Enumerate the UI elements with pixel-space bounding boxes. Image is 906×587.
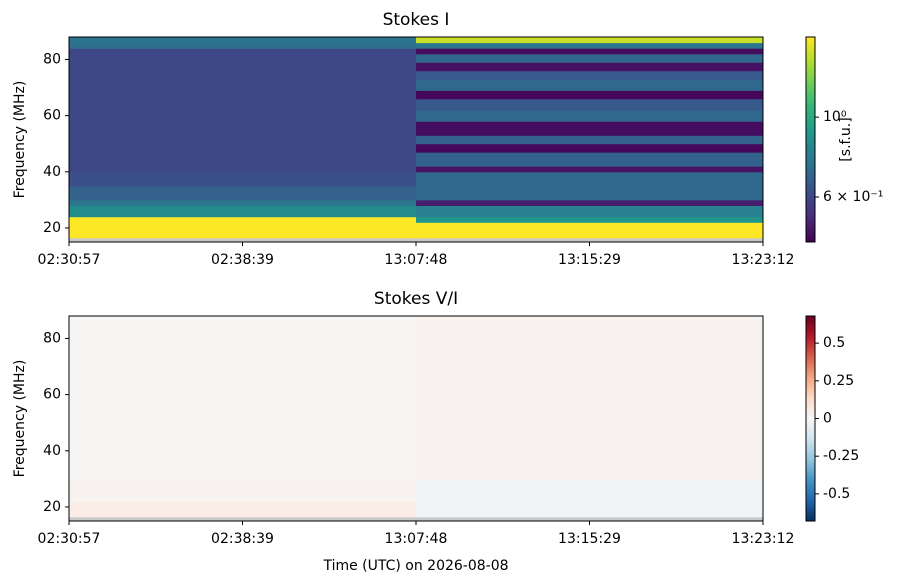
x-tick-label: 02:38:39 bbox=[211, 531, 274, 547]
heatmap-cell bbox=[69, 237, 417, 243]
heatmap-cell bbox=[69, 70, 417, 80]
heatmap-cell bbox=[69, 79, 417, 91]
heatmap-cell bbox=[69, 121, 417, 136]
heatmap-cell bbox=[69, 143, 417, 153]
heatmap-cell bbox=[69, 199, 417, 206]
colorbar-tick-label: -0.5 bbox=[823, 486, 850, 502]
x-tick-label: 13:23:12 bbox=[732, 252, 795, 268]
heatmap-cell bbox=[69, 135, 417, 145]
heatmap-cell bbox=[416, 135, 764, 145]
heatmap-cell bbox=[416, 53, 764, 63]
x-axis-label: Time (UTC) on 2026-08-08 bbox=[322, 558, 508, 574]
heatmap-cell bbox=[69, 501, 417, 518]
heatmap-cell bbox=[416, 516, 764, 522]
y-axis-label: Frequency (MHz) bbox=[12, 81, 28, 199]
colorbar bbox=[805, 315, 816, 522]
chart-title: Stokes V/I bbox=[374, 289, 458, 309]
heatmap-cell bbox=[69, 516, 417, 522]
heatmap-cell bbox=[69, 98, 417, 111]
heatmap-cell bbox=[69, 166, 417, 173]
heatmap-cell bbox=[416, 110, 764, 122]
heatmap-cell bbox=[416, 98, 764, 111]
heatmap-cell bbox=[69, 37, 417, 44]
heatmap-cell bbox=[416, 143, 764, 153]
heatmap-cell bbox=[416, 316, 764, 480]
colorbar-tick-label: 6 × 10⁻¹ bbox=[823, 189, 883, 205]
heatmap-cell bbox=[69, 171, 417, 187]
heatmap-cell bbox=[416, 79, 764, 91]
x-tick-label: 02:30:57 bbox=[38, 531, 101, 547]
y-tick-label: 60 bbox=[43, 108, 61, 124]
heatmap-cell bbox=[416, 185, 764, 201]
colorbar-tick-label: 10⁰ bbox=[823, 109, 847, 125]
heatmap-cell bbox=[69, 62, 417, 72]
colorbar bbox=[805, 36, 816, 243]
heatmap-cell bbox=[69, 48, 417, 55]
heatmap-cell bbox=[69, 90, 417, 100]
colorbar-tick-label: 0.5 bbox=[823, 335, 845, 351]
x-tick-label: 13:15:29 bbox=[558, 252, 621, 268]
heatmap-cell bbox=[69, 316, 417, 480]
heatmap-cell bbox=[69, 152, 417, 167]
heatmap-cell bbox=[416, 501, 764, 518]
heatmap-cell bbox=[416, 70, 764, 80]
y-tick-label: 60 bbox=[43, 387, 61, 403]
heatmap-cell bbox=[416, 237, 764, 243]
y-tick-label: 20 bbox=[43, 499, 61, 515]
heatmap-cell bbox=[69, 53, 417, 63]
heatmap-cell bbox=[416, 42, 764, 49]
heatmap-cell bbox=[416, 222, 764, 239]
x-tick-label: 13:15:29 bbox=[558, 531, 621, 547]
heatmap-cell bbox=[416, 152, 764, 167]
colorbar-tick-label: 0 bbox=[823, 411, 832, 427]
heatmap-cell bbox=[69, 205, 417, 218]
heatmap-cell bbox=[416, 205, 764, 218]
heatmap-cell bbox=[69, 185, 417, 201]
heatmap-cell bbox=[69, 42, 417, 49]
heatmap-cell bbox=[416, 48, 764, 55]
colorbar-tick-label: 0.25 bbox=[823, 373, 854, 389]
heatmap-cell bbox=[69, 110, 417, 122]
y-axis-label: Frequency (MHz) bbox=[12, 360, 28, 478]
heatmap-cell bbox=[416, 90, 764, 100]
heatmap-cell bbox=[69, 478, 417, 502]
colorbar-tick-label: -0.25 bbox=[823, 448, 859, 464]
heatmap-cell bbox=[69, 222, 417, 239]
y-tick-label: 80 bbox=[43, 51, 61, 67]
heatmap-cell bbox=[69, 216, 417, 223]
x-tick-label: 13:07:48 bbox=[385, 531, 448, 547]
heatmap-cell bbox=[416, 62, 764, 72]
colorbar-label: [s.f.u.] bbox=[838, 117, 854, 161]
heatmap-cell bbox=[416, 171, 764, 187]
y-tick-label: 40 bbox=[43, 443, 61, 459]
y-tick-label: 80 bbox=[43, 330, 61, 346]
heatmap-cell bbox=[416, 216, 764, 223]
heatmap-cell bbox=[416, 37, 764, 44]
x-tick-label: 02:38:39 bbox=[211, 252, 274, 268]
y-tick-label: 20 bbox=[43, 220, 61, 236]
heatmap-cell bbox=[416, 478, 764, 502]
x-tick-label: 13:07:48 bbox=[385, 252, 448, 268]
y-tick-label: 40 bbox=[43, 164, 61, 180]
heatmap-cell bbox=[416, 121, 764, 136]
x-tick-label: 13:23:12 bbox=[732, 531, 795, 547]
heatmap-cell bbox=[416, 199, 764, 206]
x-tick-label: 02:30:57 bbox=[38, 252, 101, 268]
chart-title: Stokes I bbox=[383, 10, 450, 30]
heatmap-cell bbox=[416, 166, 764, 173]
